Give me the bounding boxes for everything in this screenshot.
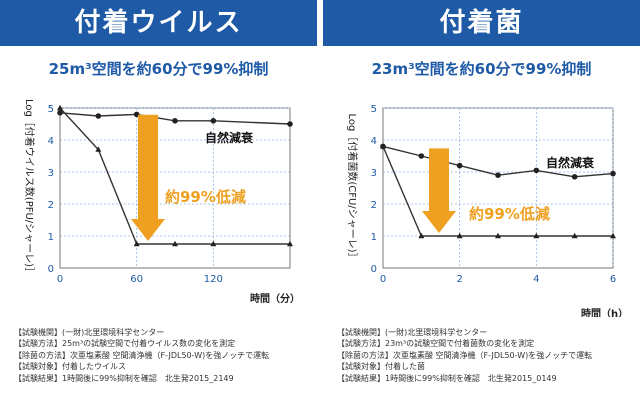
virus-series-0-point xyxy=(172,118,178,124)
bacteria-note-target: 【試験対象】付着した菌 xyxy=(337,362,425,372)
virus-xtick-label: 0 xyxy=(57,274,63,285)
bacteria-xtick-label: 6 xyxy=(610,274,616,285)
bacteria-ytick-label: 0 xyxy=(371,264,377,275)
virus-reduction-arrow xyxy=(131,114,165,241)
virus-subtitle: 25m³空間を約60分で99%抑制 xyxy=(0,58,317,79)
bacteria-natural-decay-label: 自然減衰 xyxy=(546,155,595,170)
bacteria-series-1-point xyxy=(495,232,501,239)
virus-chart: 0 1 2 3 4 5 0 60 120 時間（分） Log［付着ウイルス数(PFU/シャーレ)］ 自… xyxy=(23,99,300,305)
bacteria-subtitle-text: 空間を約60分で99%抑制 xyxy=(414,60,592,78)
bacteria-banner-title: 付着菌 xyxy=(323,0,640,46)
bacteria-series-1-point xyxy=(380,143,386,149)
virus-series-1-line xyxy=(59,107,290,245)
virus-series-0-point xyxy=(287,121,293,127)
bacteria-note-institution: 【試験機関】(一財)北里環境科学センター xyxy=(337,328,488,337)
bacteria-series-0-point xyxy=(418,153,425,159)
virus-ytick-label: 5 xyxy=(48,104,54,115)
bacteria-plot-area xyxy=(382,107,614,269)
bacteria-y-axis-label: Log［付着菌数(CFU/シャーレ)］ xyxy=(346,113,359,262)
bacteria-subtitle-volume: 23 xyxy=(371,60,393,78)
bacteria-test-notes: 【試験機関】(一財)北里環境科学センター 【試験方法】23m³の試験空間で付着菌… xyxy=(337,327,592,384)
virus-banner-title: 付着ウイルス xyxy=(0,0,317,46)
bacteria-subtitle-unit: m³ xyxy=(392,60,415,78)
bacteria-series-0-point xyxy=(571,174,578,180)
bacteria-x-axis-label: 時間（h） xyxy=(581,307,628,317)
bacteria-ytick-label: 4 xyxy=(371,136,377,147)
bacteria-series-0-point xyxy=(533,167,540,174)
bacteria-subtitle: 23m³空間を約60分で99%抑制 xyxy=(323,58,640,79)
virus-note-method: 【試験方法】25m³の試験空間で付着ウイルス数の変化を測定 xyxy=(14,339,236,349)
bacteria-series-0-point xyxy=(610,170,616,177)
virus-series-1-point xyxy=(133,240,140,247)
bacteria-series-1-point xyxy=(456,232,463,239)
virus-note-result: 【試験結果】1時間後に99%抑制を確認 北生発2015_2149 xyxy=(14,373,234,383)
bacteria-series-0-point xyxy=(456,162,463,169)
virus-ytick-label: 3 xyxy=(48,168,54,179)
bacteria-ytick-label: 3 xyxy=(371,168,377,179)
bacteria-ytick-label: 5 xyxy=(371,104,377,115)
bacteria-xtick-label: 4 xyxy=(533,274,539,285)
bacteria-series-1-point xyxy=(533,232,540,239)
bacteria-series-1-point xyxy=(610,232,616,239)
virus-panel: 付着ウイルス 25m³空間を約60分で99%抑制 0 1 2 3 4 5 0 60 120 時間（… xyxy=(0,0,317,408)
virus-reduction-label: 約99%低減 xyxy=(165,188,246,206)
bacteria-reduction-label: 約99%低減 xyxy=(469,205,550,223)
virus-xtick-label: 120 xyxy=(204,274,223,285)
bacteria-reduction-arrow xyxy=(422,148,456,233)
virus-series-0-point xyxy=(57,110,63,116)
virus-note-target: 【試験対象】付着したウイルス xyxy=(14,362,126,372)
virus-series-1-point xyxy=(57,104,63,111)
bacteria-note-result: 【試験結果】1時間後に99%抑制を確認 北生発2015_0149 xyxy=(337,373,557,383)
virus-ytick-label: 1 xyxy=(48,232,54,243)
bacteria-series-0-point xyxy=(495,172,501,178)
virus-natural-decay-label: 自然減衰 xyxy=(205,130,254,145)
bacteria-note-method: 【試験方法】23m³の試験空間で付着菌数の変化を測定 xyxy=(337,339,535,349)
virus-test-notes: 【試験機関】(一財)北里環境科学センター 【試験方法】25m³の試験空間で付着ウ… xyxy=(14,327,269,384)
bacteria-xtick-label: 0 xyxy=(380,274,386,285)
virus-subtitle-volume: 25 xyxy=(48,60,70,78)
virus-x-axis-label: 時間（分） xyxy=(250,292,300,305)
bacteria-xtick-label: 2 xyxy=(456,274,462,285)
virus-series-0-point xyxy=(210,118,217,124)
virus-y-axis-label: Log［付着ウイルス数(PFU/シャーレ)］ xyxy=(23,99,36,277)
bacteria-series-1-point xyxy=(571,232,578,239)
virus-series-1-point xyxy=(172,240,178,247)
virus-xtick-label: 60 xyxy=(130,274,143,285)
virus-note-sterilization: 【除菌の方法】次亜塩素酸 空間清浄機（F-JDL50-W)を強ノッチで運転 xyxy=(14,350,270,360)
virus-subtitle-text: 空間を約60分で99%抑制 xyxy=(91,60,269,78)
virus-ytick-label: 0 xyxy=(48,264,54,275)
virus-subtitle-unit: m³ xyxy=(69,60,92,78)
virus-ytick-label: 4 xyxy=(48,136,54,147)
bacteria-ytick-label: 2 xyxy=(371,200,377,211)
virus-note-institution: 【試験機関】(一財)北里環境科学センター xyxy=(14,328,165,337)
bacteria-note-sterilization: 【除菌の方法】次亜塩素酸 空間清浄機（F-JDL50-W)を強ノッチで運転 xyxy=(337,350,593,360)
bacteria-panel: 付着菌 23m³空間を約60分で99%抑制 0 1 2 3 4 5 0 2 4 6 時間（h） Log… xyxy=(323,0,640,408)
bacteria-chart: 0 1 2 3 4 5 0 2 4 6 時間（h） Log［付着菌数(CFU/シャーレ)］ 自然減衰約9… xyxy=(346,104,628,317)
virus-series-1-point xyxy=(287,240,293,247)
bacteria-series-1-point xyxy=(418,232,425,239)
virus-series-0-point xyxy=(95,113,102,119)
virus-series-1-point xyxy=(95,146,102,152)
virus-series-1-point xyxy=(210,240,217,247)
virus-ytick-label: 2 xyxy=(48,200,54,211)
bacteria-ytick-label: 1 xyxy=(371,232,377,243)
